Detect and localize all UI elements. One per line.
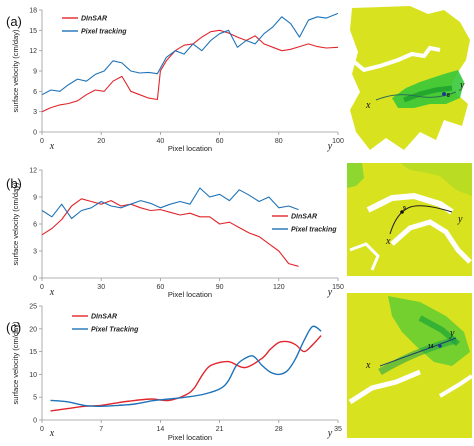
x-end-label: y [327,287,333,298]
y-tick-label: 18 [29,8,37,15]
map-a-gap [350,45,441,73]
x-tick-label: 30 [97,284,105,291]
y-tick-label: 15 [29,349,37,356]
map-c-flow-band [378,336,457,376]
map-c-x-label: x [365,360,371,371]
x-start-label: x [49,141,55,152]
map-c-gap-1 [348,369,421,405]
series-line-pixel-tracking [41,187,299,220]
map-a-point-marker [442,92,446,96]
x-tick-label: 0 [40,426,44,433]
y-tick-label: 0 [33,418,37,425]
map-b-y-label: y [457,214,463,225]
map-c: 14 x y [347,293,474,438]
map-a-fast-core [403,85,453,103]
map-b-gap-1 [366,192,454,215]
map-b: 9 x y [347,163,472,276]
y-tick-label: 0 [33,130,37,137]
x-tick-label: 14 [157,426,165,433]
x-axis-label: Pixel location [168,290,212,299]
legend-label: Pixel tracking [291,227,337,234]
map-c-y-label: y [449,328,455,339]
map-c-point-label: 14 [428,344,434,350]
series-line-dinsar [41,29,339,113]
legend-label: Pixel Tracking [91,327,139,334]
series-line-pixel-tracking [41,12,339,96]
x-axis-label: Pixel location [168,144,212,153]
y-axis-label: surface velocity (cm/day) [11,182,20,265]
y-axis-label: surface velocity (cm/day) [11,321,20,404]
y-tick-label: 3 [33,249,37,256]
map-c-fast-flow [388,296,470,366]
y-tick-label: 0 [33,276,37,283]
y-tick-label: 12 [29,48,37,55]
chart-panel-a: 0 3 6 9 12 15 18 0 20 40 60 80 100 Pixel location surf… [6,8,344,154]
x-tick-label: 100 [332,138,344,145]
map-b-point-label: 9 [403,206,406,212]
map-c-gap-2 [438,374,474,398]
y-tick-label: 15 [29,28,37,35]
x-axis-label: Pixel location [168,433,212,442]
y-tick-label: 3 [33,109,37,116]
x-end-label: y [327,428,333,439]
x-tick-label: 150 [332,284,344,291]
legend-label: Pixel tracking [81,29,127,36]
series-line-dinsar [50,335,322,412]
map-b-gap-3 [349,242,380,271]
y-tick-label: 5 [33,395,37,402]
x-tick-label: 35 [334,426,342,433]
panel-label: (c) [6,320,21,335]
map-a-glacier-area [350,6,470,150]
series-line-dinsar [41,198,299,267]
x-tick-label: 60 [157,284,165,291]
map-b-x-label: x [385,236,391,247]
map-b-green-corner [347,163,364,188]
x-tick-label: 120 [273,284,285,291]
y-tick-label: 9 [33,195,37,202]
panel-label: (a) [6,14,22,29]
y-tick-label: 9 [33,69,37,76]
x-tick-label: 40 [157,138,165,145]
map-b-profile-line [389,205,453,235]
x-end-label: y [327,141,333,152]
x-tick-label: 0 [40,138,44,145]
legend-label: DInSAR [81,16,107,23]
x-tick-label: 60 [216,138,224,145]
y-tick-label: 25 [29,304,37,311]
y-tick-label: 12 [29,168,37,175]
map-a-x-label: x [365,100,371,111]
y-tick-label: 6 [33,222,37,229]
map-a: 8 x y [347,2,472,159]
x-start-label: x [49,428,55,439]
legend-label: DInSAR [91,314,117,321]
map-a-y-label: y [459,80,465,91]
y-tick-label: 20 [29,326,37,333]
map-c-point-marker [438,344,442,348]
y-tick-label: 10 [29,372,37,379]
map-b-green-band [400,163,472,196]
x-tick-label: 20 [97,138,105,145]
panel-label: (b) [6,176,22,191]
x-start-label: x [49,287,55,298]
map-b-point-marker [400,210,404,214]
x-tick-label: 90 [216,284,224,291]
map-c-profile-line [379,337,457,367]
x-tick-label: 80 [275,138,283,145]
chart-panel-c: 0 5 10 15 20 25 0 7 14 21 28 35 Pixel location surfac… [6,304,342,443]
y-tick-label: 6 [33,89,37,96]
legend-label: DInSAR [291,214,317,221]
x-tick-label: 0 [40,284,44,291]
x-tick-label: 21 [216,426,224,433]
map-a-point-label: 8 [447,93,450,99]
x-tick-label: 7 [99,426,103,433]
series-line-pixel-tracking [50,325,322,407]
map-b-gap-2 [390,219,472,264]
y-axis-label: surface velocity (cm/day) [11,29,20,112]
x-tick-label: 28 [275,426,283,433]
